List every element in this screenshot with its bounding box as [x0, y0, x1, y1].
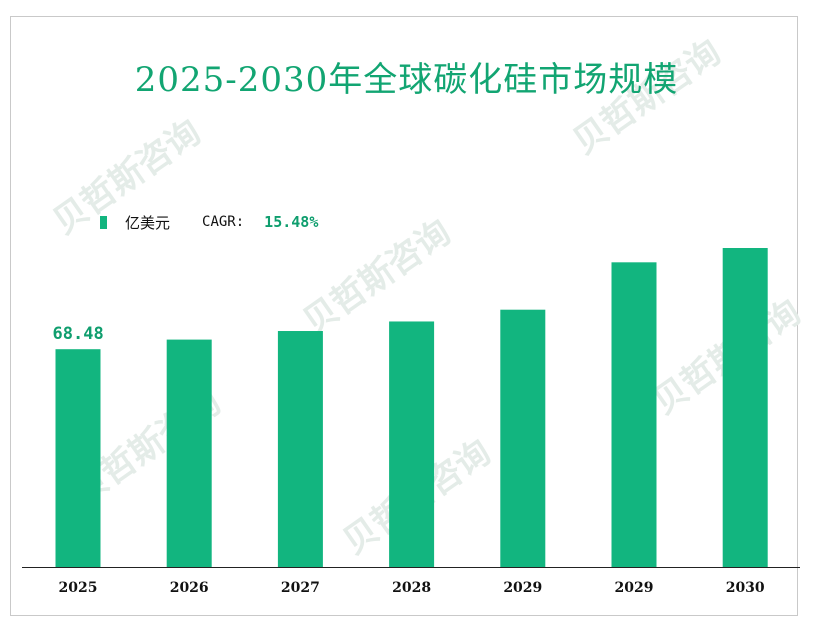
bar — [166, 339, 212, 567]
x-tick-label: 2027 — [281, 580, 320, 596]
data-label: 68.48 — [53, 324, 104, 344]
bar — [55, 349, 101, 567]
legend: 亿美元 CAGR: 15.48% — [100, 212, 318, 232]
x-tick-label: 2026 — [170, 580, 209, 596]
x-tick-label: 2028 — [392, 580, 431, 596]
cagr-label: CAGR: — [202, 214, 245, 230]
x-tick-label: 2029 — [615, 580, 654, 596]
x-tick-label: 2029 — [503, 580, 542, 596]
legend-series-label: 亿美元 — [125, 213, 171, 232]
bar — [611, 262, 657, 567]
bar — [389, 321, 435, 567]
bar — [500, 309, 546, 567]
bar — [277, 331, 323, 567]
bar — [722, 248, 768, 567]
cagr-value: 15.48% — [264, 213, 319, 231]
chart-title: 2025-2030年全球碳化硅市场规模 — [134, 60, 679, 100]
legend-swatch — [100, 215, 107, 229]
x-tick-label: 2025 — [59, 580, 98, 596]
x-tick-label: 2030 — [726, 580, 765, 596]
